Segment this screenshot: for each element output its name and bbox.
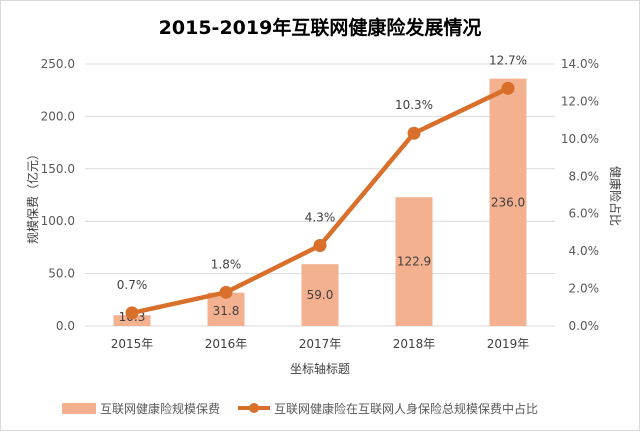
line-marker <box>501 81 515 95</box>
bar-data-label: 122.9 <box>397 255 431 269</box>
x-tick-label: 2016年 <box>205 337 248 351</box>
bar <box>301 264 339 326</box>
bar <box>113 315 151 326</box>
legend-line-label: 互联网健康险在互联网人身保险总规模保费中占比 <box>274 401 538 416</box>
y-axis-title: 规模保费（亿元） <box>25 148 40 244</box>
y-tick-label: 200.0 <box>41 109 75 123</box>
x-tick-label: 2019年 <box>487 337 530 351</box>
y-tick-label: 50.0 <box>48 267 75 281</box>
line-marker <box>219 285 233 299</box>
chart-title: 2015-2019年互联网健康险发展情况 <box>159 16 482 39</box>
y2-tick-label: 10.0% <box>561 132 599 146</box>
line-data-label: 10.3% <box>395 98 433 112</box>
bar-data-label: 31.8 <box>213 304 240 318</box>
y2-tick-label: 2.0% <box>569 282 600 296</box>
legend-bar-label: 互联网健康险规模保费 <box>100 401 220 416</box>
x-tick-label: 2015年 <box>111 337 154 351</box>
bar <box>489 78 527 326</box>
x-tick-label: 2018年 <box>393 337 436 351</box>
y-tick-label: 0.0 <box>56 319 75 333</box>
legend-bar-swatch <box>62 403 96 414</box>
legend: 互联网健康险规模保费 互联网健康险在互联网人身保险总规模保费中占比 <box>62 401 538 416</box>
y2-tick-label: 4.0% <box>569 244 600 258</box>
line-marker <box>313 239 327 253</box>
line-marker <box>407 126 421 140</box>
y-tick-label: 250.0 <box>41 57 75 71</box>
y-tick-label: 150.0 <box>41 162 75 176</box>
x-axis-title: 坐标轴标题 <box>290 361 350 376</box>
bar-data-label: 236.0 <box>491 195 525 209</box>
y2-tick-label: 12.0% <box>561 94 599 108</box>
y-tick-label: 100.0 <box>41 214 75 228</box>
y2-tick-label: 0.0% <box>569 319 600 333</box>
line-data-label: 1.8% <box>211 257 242 271</box>
line-marker <box>125 306 139 320</box>
x-tick-label: 2017年 <box>299 337 342 351</box>
line-data-label: 4.3% <box>305 211 336 225</box>
y2-axis-title: 健康险占比 <box>608 166 623 226</box>
y2-tick-label: 8.0% <box>569 169 600 183</box>
y2-tick-label: 6.0% <box>569 207 600 221</box>
bar <box>395 197 433 326</box>
bar-data-label: 59.0 <box>307 288 334 302</box>
line-data-label: 12.7% <box>489 53 527 67</box>
y2-tick-label: 14.0% <box>561 57 599 71</box>
line-data-label: 0.7% <box>117 278 148 292</box>
legend-line-marker <box>249 403 259 413</box>
